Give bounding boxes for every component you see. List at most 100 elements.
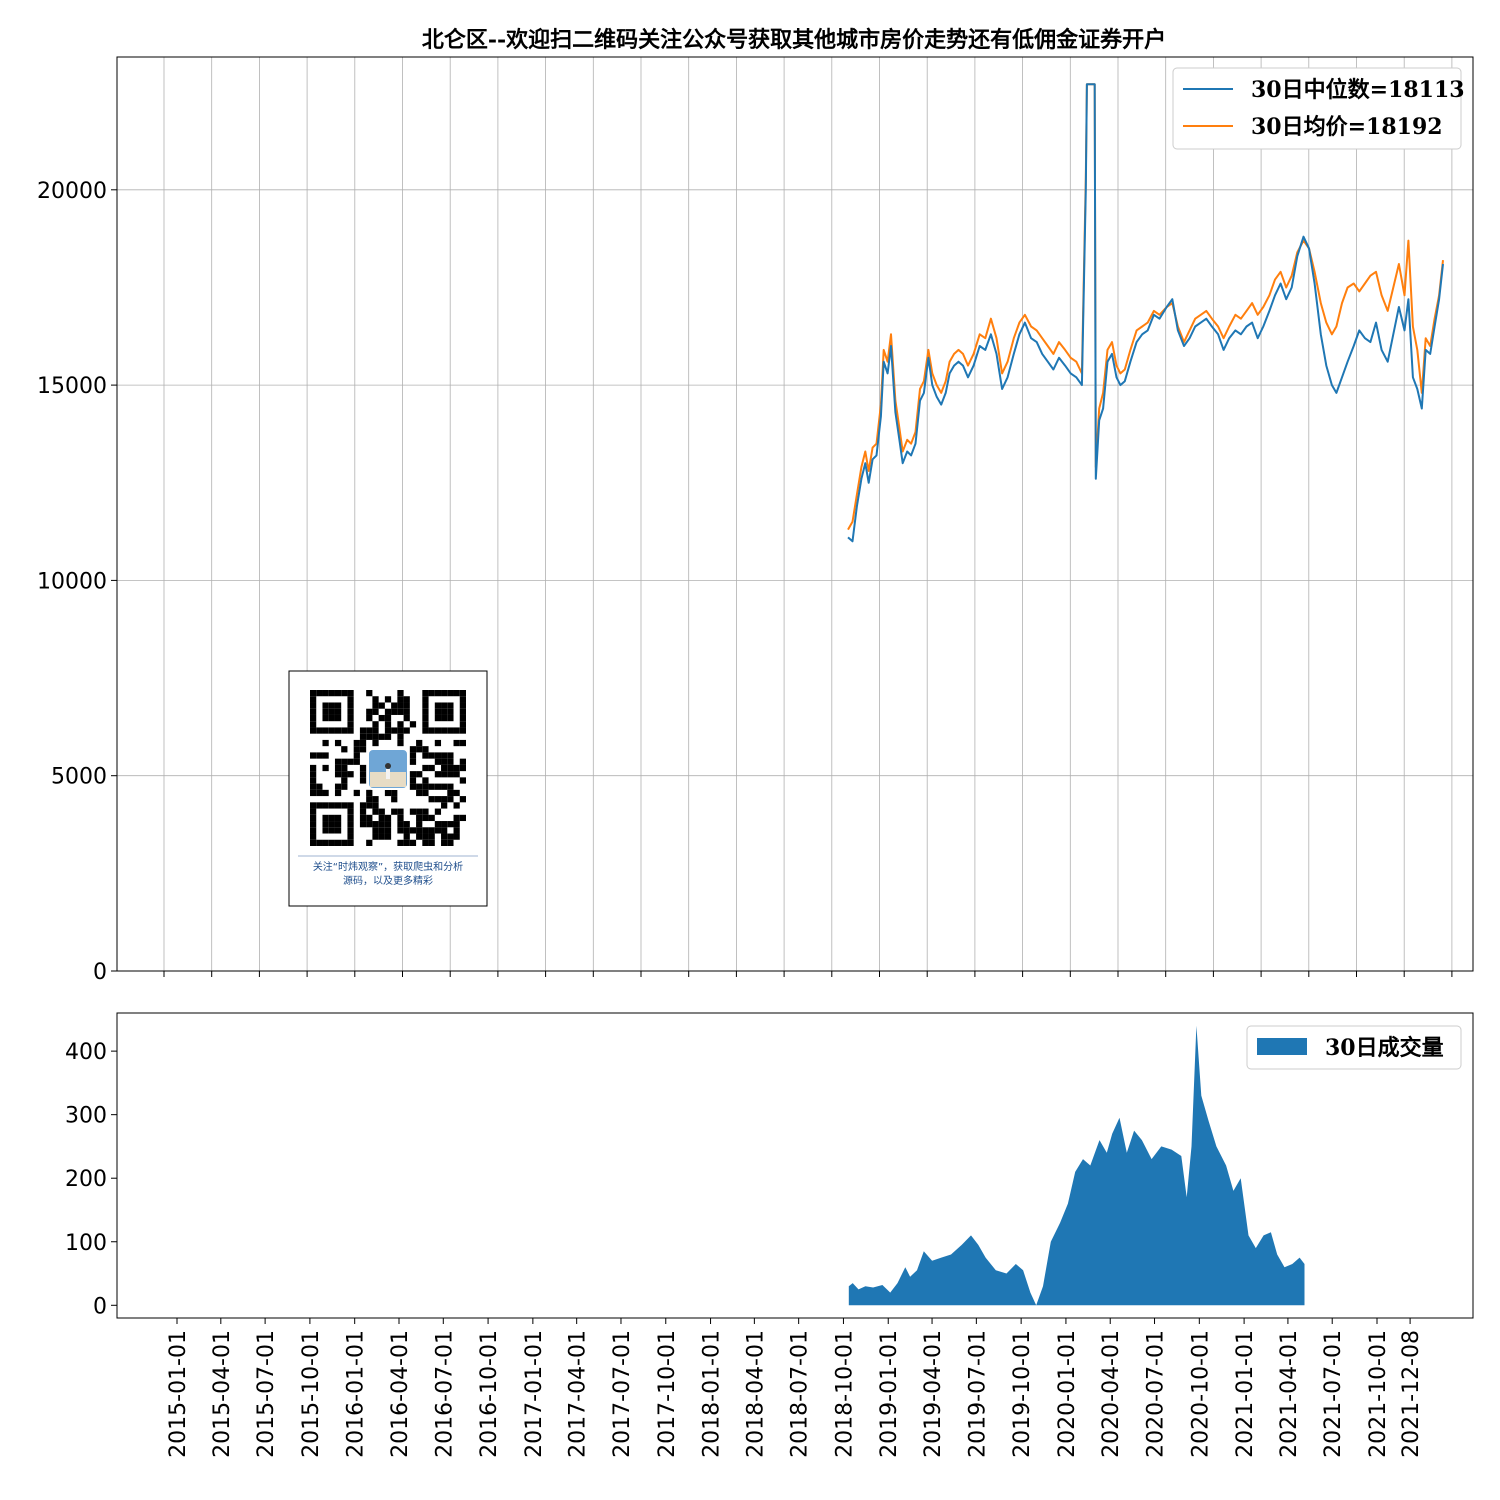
qr-module xyxy=(334,727,342,734)
qr-code-image xyxy=(310,690,466,846)
qr-module xyxy=(334,827,342,834)
qr-module xyxy=(447,821,454,828)
qr-module xyxy=(441,783,448,790)
qr-module xyxy=(316,727,323,734)
top-y-tick-label: 0 xyxy=(93,960,107,985)
qr-module xyxy=(347,814,354,822)
qr-module xyxy=(397,733,404,740)
x-tick-label: 2016-01-01 xyxy=(344,1330,369,1458)
qr-module xyxy=(397,690,404,697)
mean-price-line xyxy=(847,83,1444,531)
bottom-plot-frame xyxy=(116,1012,1474,1319)
qr-module xyxy=(359,764,367,772)
qr-module xyxy=(347,827,354,834)
qr-module xyxy=(453,690,460,697)
qr-module xyxy=(391,702,398,709)
qr-module xyxy=(447,752,454,759)
qr-module xyxy=(334,814,342,822)
qr-module xyxy=(453,764,460,772)
qr-module xyxy=(347,708,354,715)
qr-module xyxy=(347,771,354,778)
qr-module xyxy=(441,758,448,765)
median-price-line xyxy=(847,83,1444,543)
qr-module xyxy=(453,814,460,822)
top-legend: 30日中位数=18113 30日均价=18192 xyxy=(1172,67,1465,150)
qr-module xyxy=(397,739,404,747)
qr-module xyxy=(366,839,373,846)
top-y-tick-label: 10000 xyxy=(37,569,107,594)
qr-module xyxy=(384,696,392,703)
qr-module xyxy=(447,758,454,765)
qr-module xyxy=(422,789,429,797)
bottom-legend: 30日成交量 xyxy=(1246,1025,1462,1070)
qr-module xyxy=(428,764,435,772)
qr-module xyxy=(372,833,379,840)
qr-module xyxy=(316,690,323,697)
qr-module xyxy=(434,796,442,803)
qr-module xyxy=(441,833,448,840)
qr-module xyxy=(447,771,454,778)
qr-module xyxy=(422,783,429,790)
bottom-axes: 0 100 200 300 400 2015-01-01 2015-04-01 2015-07… xyxy=(65,1040,1424,1458)
qr-module xyxy=(447,764,454,772)
qr-module xyxy=(341,777,348,784)
qr-module xyxy=(328,708,335,715)
x-tick-label: 2020-07-01 xyxy=(1144,1330,1169,1458)
qr-module xyxy=(341,690,348,697)
qr-module xyxy=(447,789,454,797)
qr-module xyxy=(391,727,398,734)
qr-module xyxy=(453,739,460,747)
qr-module xyxy=(366,727,373,734)
qr-module xyxy=(310,827,317,834)
qr-module xyxy=(334,702,342,709)
qr-module xyxy=(403,714,410,722)
qr-module xyxy=(341,802,348,809)
qr-module xyxy=(409,771,417,778)
qr-module xyxy=(459,814,466,822)
x-tick-label: 2021-04-01 xyxy=(1277,1330,1302,1458)
qr-module xyxy=(328,690,335,697)
x-tick-label: 2021-07-01 xyxy=(1321,1330,1346,1458)
x-tick-label: 2021-12-08 xyxy=(1399,1330,1424,1458)
qr-module xyxy=(459,708,466,715)
qr-module xyxy=(441,771,448,778)
qr-module xyxy=(397,827,404,834)
qr-module xyxy=(416,789,423,797)
qr-module xyxy=(453,827,460,834)
qr-caption-line1: 关注“时炜观察”，获取爬虫和分析 xyxy=(313,860,463,873)
qr-module xyxy=(378,827,385,834)
qr-module xyxy=(353,739,360,747)
qr-module xyxy=(416,771,423,778)
qr-module xyxy=(378,702,385,709)
qr-module xyxy=(334,839,342,846)
qr-module xyxy=(366,708,373,715)
qr-module xyxy=(347,721,354,728)
qr-module xyxy=(366,814,373,822)
qr-module xyxy=(334,764,342,772)
bottom-y-tick-label: 0 xyxy=(93,1294,107,1319)
qr-module xyxy=(341,839,348,846)
qr-module xyxy=(384,821,392,828)
qr-module xyxy=(322,789,329,797)
qr-module xyxy=(428,839,435,846)
qr-module xyxy=(359,771,367,778)
qr-module xyxy=(397,727,404,734)
x-tick-label: 2015-01-01 xyxy=(166,1330,191,1458)
qr-module xyxy=(316,839,323,846)
qr-module xyxy=(434,821,442,828)
qr-module xyxy=(441,714,448,722)
qr-module xyxy=(359,808,367,815)
x-tick-label: 2019-04-01 xyxy=(921,1330,946,1458)
qr-module xyxy=(397,821,404,828)
qr-module xyxy=(422,702,429,709)
qr-module xyxy=(378,833,385,840)
qr-module xyxy=(403,833,410,840)
qr-module xyxy=(384,733,392,740)
chart-title: 北仑区--欢迎扫二维码关注公众号获取其他城市房价走势还有低佣金证券开户 xyxy=(422,27,1166,53)
qr-module xyxy=(310,764,317,772)
qr-module xyxy=(441,727,448,734)
qr-module xyxy=(441,827,448,834)
top-y-tick-label: 20000 xyxy=(37,179,107,204)
qr-module xyxy=(372,696,379,703)
qr-module xyxy=(453,771,460,778)
